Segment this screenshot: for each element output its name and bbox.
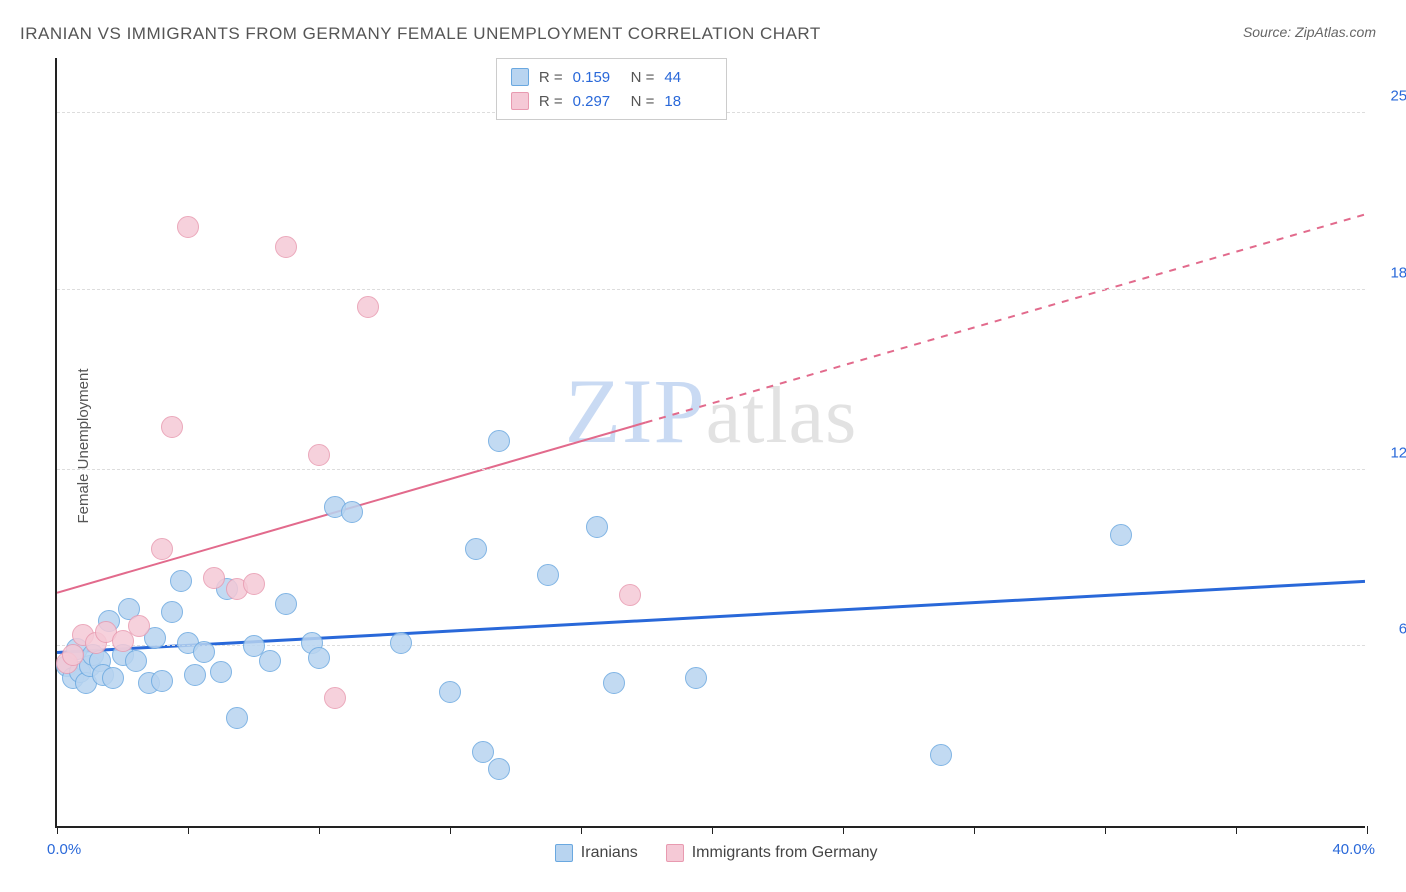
x-tick-mark [1236,826,1237,834]
scatter-point [259,650,281,672]
scatter-point [243,573,265,595]
scatter-point [390,632,412,654]
gridline-h [57,469,1365,470]
scatter-point [275,593,297,615]
scatter-point [128,615,150,637]
scatter-point [193,641,215,663]
x-tick-mark [581,826,582,834]
scatter-point [161,601,183,623]
scatter-point [62,644,84,666]
chart-container: IRANIAN VS IMMIGRANTS FROM GERMANY FEMAL… [0,0,1406,892]
scatter-point [324,687,346,709]
correlation-legend-row: R = 0.297 N = 18 [511,89,713,113]
scatter-point [170,570,192,592]
scatter-point [603,672,625,694]
x-tick-mark [843,826,844,834]
legend-swatch [666,844,684,862]
source-attribution: Source: ZipAtlas.com [1243,24,1376,40]
x-tick-mark [974,826,975,834]
scatter-point [308,444,330,466]
legend-r-label: R = [539,69,563,86]
source-link[interactable]: ZipAtlas.com [1295,24,1376,40]
scatter-point [210,661,232,683]
x-tick-mark [57,826,58,834]
series-name: Immigrants from Germany [692,844,878,862]
scatter-point [203,567,225,589]
watermark: ZIPatlas [565,358,858,464]
scatter-point [619,584,641,606]
legend-r-label: R = [539,93,563,110]
series-legend: Iranians Immigrants from Germany [555,844,878,862]
x-tick-label: 0.0% [47,841,81,858]
legend-swatch [511,92,529,110]
scatter-point [685,667,707,689]
source-prefix: Source: [1243,24,1295,40]
scatter-point [439,681,461,703]
gridline-h [57,289,1365,290]
legend-swatch [511,68,529,86]
scatter-point [177,216,199,238]
y-tick-label: 18.8% [1373,264,1406,281]
series-legend-item: Iranians [555,844,638,862]
x-tick-mark [712,826,713,834]
scatter-point [472,741,494,763]
scatter-point [308,647,330,669]
scatter-point [151,670,173,692]
legend-r-value: 0.159 [573,69,621,86]
scatter-point [1110,524,1132,546]
scatter-point [184,664,206,686]
scatter-point [341,501,363,523]
x-tick-mark [1367,826,1368,834]
legend-r-value: 0.297 [573,93,621,110]
y-tick-label: 6.3% [1373,621,1406,638]
scatter-point [151,538,173,560]
legend-n-value: 18 [664,93,712,110]
correlation-legend: R = 0.159 N = 44 R = 0.297 N = 18 [496,58,728,120]
legend-n-value: 44 [664,69,712,86]
x-tick-mark [188,826,189,834]
watermark-brand-rest: atlas [706,372,858,460]
trend-line-dashed [646,214,1365,422]
x-tick-label: 40.0% [1332,841,1375,858]
trend-lines [57,58,1365,826]
scatter-point [488,758,510,780]
scatter-point [102,667,124,689]
scatter-point [125,650,147,672]
legend-n-label: N = [631,93,655,110]
scatter-point [161,416,183,438]
plot-area: ZIPatlas 6.3%12.5%18.8%25.0%0.0%40.0%R =… [55,58,1365,828]
scatter-point [275,236,297,258]
chart-title: IRANIAN VS IMMIGRANTS FROM GERMANY FEMAL… [20,24,821,44]
scatter-point [488,430,510,452]
legend-swatch [555,844,573,862]
x-tick-mark [1105,826,1106,834]
scatter-point [465,538,487,560]
scatter-point [357,296,379,318]
correlation-legend-row: R = 0.159 N = 44 [511,65,713,89]
legend-n-label: N = [631,69,655,86]
x-tick-mark [450,826,451,834]
series-legend-item: Immigrants from Germany [666,844,878,862]
y-tick-label: 25.0% [1373,88,1406,105]
y-tick-label: 12.5% [1373,444,1406,461]
watermark-brand-first: ZIP [565,360,706,462]
scatter-point [537,564,559,586]
series-name: Iranians [581,844,638,862]
scatter-point [586,516,608,538]
x-tick-mark [319,826,320,834]
scatter-point [930,744,952,766]
scatter-point [226,707,248,729]
